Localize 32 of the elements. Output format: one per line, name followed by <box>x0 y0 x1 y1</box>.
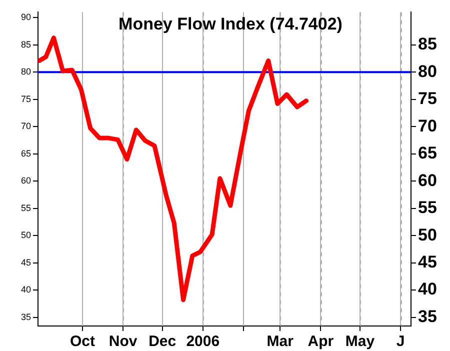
y-tick-label: 75 <box>20 94 31 104</box>
y2-tick-label: 65 <box>418 144 437 163</box>
y2-tick-label: 75 <box>418 89 437 108</box>
y2-tick-label: 60 <box>418 170 437 190</box>
y-tick-label: 35 <box>20 312 31 322</box>
x-tick-label: Oct <box>70 333 96 350</box>
y-tick-label: 55 <box>20 202 31 213</box>
y-tick-label: 40 <box>20 284 31 295</box>
y2-tick-label: 85 <box>418 34 437 54</box>
y2-tick-label: 80 <box>418 62 437 81</box>
y2-tick-label: 50 <box>418 225 437 244</box>
y-tick-label: 85 <box>20 39 31 50</box>
y-tick-label: 50 <box>20 230 31 240</box>
y2-tick-label: 40 <box>418 280 437 299</box>
y-tick-label: 80 <box>20 66 31 77</box>
x-tick-label: 2006 <box>186 333 220 350</box>
x-tick-label: Mar <box>266 333 294 350</box>
y-tick-label: 70 <box>20 121 31 132</box>
y-tick-label: 65 <box>20 148 31 158</box>
y2-tick-label: 45 <box>418 252 437 272</box>
y-tick-label: 60 <box>20 176 31 186</box>
y-tick-label: 90 <box>20 12 31 22</box>
chart-title: Money Flow Index (74.7402) <box>118 14 342 34</box>
x-tick-label: May <box>345 333 376 350</box>
y2-tick-label: 35 <box>418 306 437 326</box>
x-tick-label: Apr <box>308 333 334 350</box>
x-tick-label: Dec <box>148 333 176 350</box>
x-tick-label: J <box>396 333 405 350</box>
x-tick-label: Nov <box>108 333 138 350</box>
y2-tick-label: 55 <box>418 198 437 218</box>
y-tick-label: 45 <box>20 257 31 268</box>
y2-tick-label: 70 <box>418 116 437 136</box>
